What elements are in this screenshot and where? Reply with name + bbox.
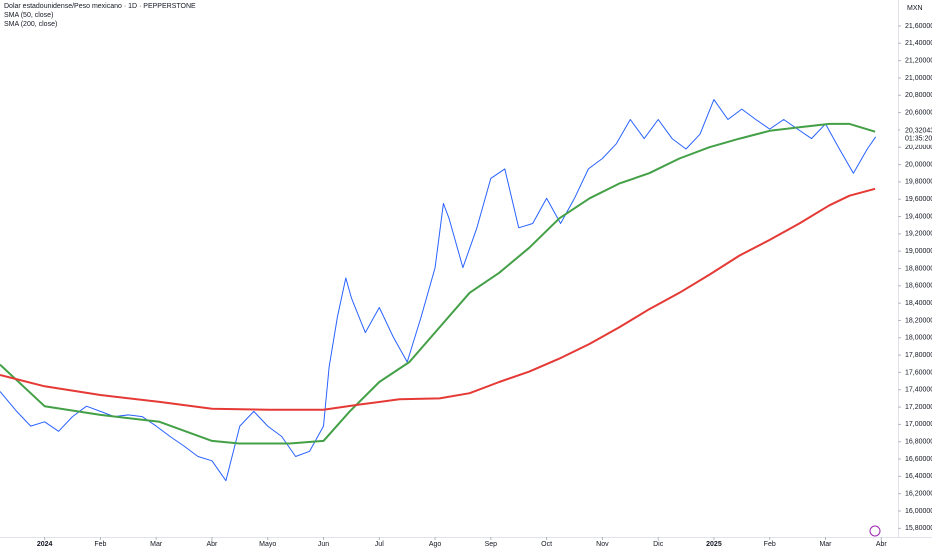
countdown-label: 01:35:20 xyxy=(905,136,932,143)
line-series xyxy=(0,187,876,411)
x-tick-label: Nov xyxy=(596,541,609,548)
y-tick-label: 18,00000 xyxy=(905,335,932,342)
x-tick-label: Mar xyxy=(150,541,163,548)
x-tick-label: Abr xyxy=(206,541,218,548)
y-tick-label: 17,00000 xyxy=(905,421,932,428)
y-tick-label: 18,80000 xyxy=(905,265,932,272)
y-tick-label: 20,20000 xyxy=(905,144,932,151)
chart-title: Dolar estadounidense/Peso mexicano · 1D … xyxy=(4,3,196,10)
y-tick-label: 19,20000 xyxy=(905,231,932,238)
x-tick-label: Dic xyxy=(653,541,664,548)
y-tick-label: 17,60000 xyxy=(905,369,932,376)
line-series xyxy=(0,99,877,482)
y-tick-label: 19,80000 xyxy=(905,179,932,186)
y-tick-label: 17,40000 xyxy=(905,387,932,394)
x-tick-label: Oct xyxy=(541,541,552,548)
y-tick-label: 20,60000 xyxy=(905,109,932,116)
y-tick-label: 16,60000 xyxy=(905,456,932,463)
currency-label: MXN xyxy=(907,5,923,12)
x-tick-label: Mar xyxy=(819,541,832,548)
x-tick-label: Sep xyxy=(485,541,498,548)
y-tick-label: 15,80000 xyxy=(905,525,932,532)
y-tick-label: 21,60000 xyxy=(905,23,932,30)
x-tick-label: Feb xyxy=(764,541,776,548)
y-tick-label: 21,00000 xyxy=(905,75,932,82)
y-tick-label: 19,00000 xyxy=(905,248,932,255)
x-tick-label: Ago xyxy=(429,541,442,548)
marks xyxy=(0,99,877,482)
x-tick-label: Jun xyxy=(318,541,329,548)
x-tick-label: 2024 xyxy=(37,541,53,548)
y-tick-label: 16,40000 xyxy=(905,473,932,480)
y-tick-label: 16,20000 xyxy=(905,491,932,498)
y-tick-label: 21,20000 xyxy=(905,57,932,64)
y-tick-label: 20,80000 xyxy=(905,92,932,99)
y-tick-label: 17,80000 xyxy=(905,352,932,359)
y-tick-label: 17,20000 xyxy=(905,404,932,411)
y-tick-label: 18,40000 xyxy=(905,300,932,307)
line-series xyxy=(0,122,876,445)
y-tick-label: 16,80000 xyxy=(905,439,932,446)
y-tick-label: 19,60000 xyxy=(905,196,932,203)
logo-icon xyxy=(869,525,881,537)
y-tick-label: 18,20000 xyxy=(905,317,932,324)
price-label: 20,32043 xyxy=(905,128,932,135)
x-tick-label: Abr xyxy=(876,541,888,548)
legend-label: SMA (200, close) xyxy=(4,21,57,28)
x-tick-label: Feb xyxy=(94,541,106,548)
y-tick-label: 16,00000 xyxy=(905,508,932,515)
y-tick-label: 19,40000 xyxy=(905,213,932,220)
x-tick-label: Jul xyxy=(375,541,384,548)
price-badge xyxy=(900,124,932,145)
y-tick-label: 20,00000 xyxy=(905,161,932,168)
x-tick-label: Mayo xyxy=(259,541,276,548)
y-tick-label: 18,60000 xyxy=(905,283,932,290)
y-tick-label: 21,40000 xyxy=(905,40,932,47)
legend-label: SMA (50, close) xyxy=(4,12,53,19)
x-tick-label: 2025 xyxy=(706,541,722,548)
